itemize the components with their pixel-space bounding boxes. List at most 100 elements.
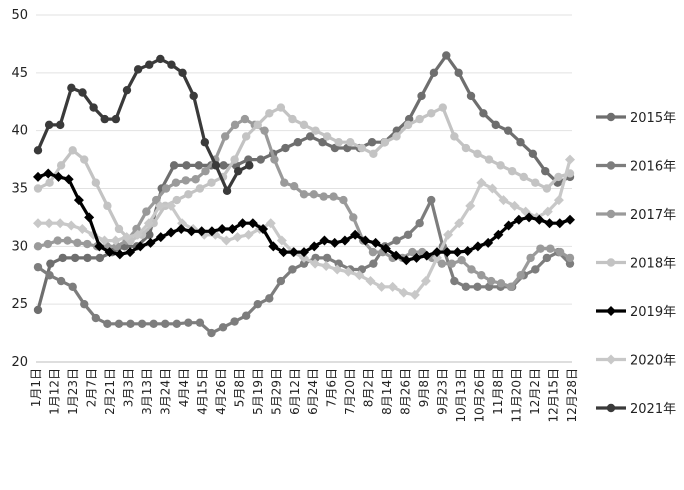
data-point	[420, 276, 431, 287]
data-point	[33, 262, 43, 272]
data-point	[339, 235, 350, 246]
data-point	[346, 138, 355, 147]
x-tick-label: 10月13日	[454, 368, 468, 423]
data-point	[121, 232, 132, 243]
data-point	[506, 282, 516, 292]
data-point	[56, 120, 65, 130]
data-point	[68, 282, 77, 292]
data-point	[432, 252, 442, 263]
data-point	[343, 266, 354, 277]
data-point	[496, 161, 505, 170]
data-point	[554, 172, 563, 182]
data-point	[483, 237, 494, 248]
data-point	[565, 214, 575, 225]
data-point	[311, 126, 320, 135]
data-point	[145, 230, 154, 239]
data-point	[544, 218, 555, 229]
data-point	[133, 65, 143, 74]
data-point	[288, 247, 299, 258]
data-point	[443, 229, 454, 240]
data-point	[409, 289, 420, 300]
data-point	[195, 318, 205, 327]
data-point	[196, 226, 207, 237]
data-point	[230, 317, 239, 326]
data-point	[376, 281, 387, 292]
data-point	[368, 247, 378, 257]
data-point	[280, 178, 289, 187]
data-point	[91, 313, 101, 323]
data-point	[411, 252, 422, 263]
data-point	[240, 114, 250, 124]
data-point	[43, 168, 54, 179]
data-point	[145, 237, 156, 248]
x-axis-ticks: 1月1日 1月12日 1月23日 2月7日 2月21日 3月3日 3月13日 3月24日 4月4…	[29, 368, 579, 423]
data-point	[156, 54, 165, 64]
data-point	[309, 190, 319, 199]
data-point	[103, 319, 112, 329]
data-point	[447, 259, 456, 268]
data-point	[184, 318, 193, 327]
data-point	[195, 184, 205, 193]
data-point	[194, 161, 204, 170]
data-point	[186, 226, 197, 237]
legend-item: 2020年	[596, 354, 676, 369]
legend-label: 2018年	[630, 257, 676, 272]
data-point	[230, 155, 239, 164]
legend: 2015年 2016年 2017年 2018年 2019年 2020年 2021年	[596, 111, 676, 417]
data-point	[230, 120, 240, 130]
data-point	[369, 149, 378, 158]
data-point	[467, 265, 476, 274]
series-group	[33, 51, 575, 338]
data-point	[265, 109, 274, 118]
data-point	[217, 223, 228, 234]
data-point	[276, 276, 286, 286]
x-tick-label: 12月2日	[528, 368, 542, 415]
data-point	[503, 220, 514, 231]
data-point	[360, 235, 371, 246]
data-point	[142, 207, 151, 216]
legend-marker	[606, 112, 616, 122]
data-point	[401, 255, 412, 266]
data-point	[155, 232, 166, 243]
data-point	[437, 259, 447, 268]
data-point	[415, 114, 424, 124]
data-point	[477, 271, 486, 280]
data-point	[442, 247, 453, 258]
data-point	[66, 220, 77, 231]
data-point	[53, 236, 62, 245]
data-point	[438, 103, 447, 112]
data-point	[454, 218, 465, 229]
x-tick-label: 1月23日	[66, 368, 80, 415]
data-point	[43, 239, 53, 249]
x-tick-label: 12月15日	[547, 368, 561, 423]
data-point	[546, 244, 555, 253]
data-point	[276, 235, 287, 246]
data-point	[332, 264, 343, 275]
data-point	[63, 174, 74, 185]
data-point	[169, 161, 179, 170]
data-point	[45, 271, 54, 280]
data-point	[80, 155, 89, 164]
data-point	[526, 253, 535, 263]
data-point	[403, 120, 413, 130]
data-point	[122, 85, 132, 95]
data-point	[454, 68, 463, 78]
data-point	[99, 235, 110, 246]
series-2019年	[33, 168, 575, 266]
data-point	[83, 239, 92, 249]
x-tick-label: 9月8日	[417, 368, 431, 407]
data-point	[417, 91, 426, 101]
data-point	[299, 252, 309, 263]
data-point	[288, 114, 297, 124]
legend-label: 2015年	[630, 111, 676, 126]
data-point	[33, 305, 43, 315]
data-point	[473, 149, 482, 158]
data-point	[137, 319, 147, 329]
data-point	[334, 138, 343, 147]
x-tick-label: 2月21日	[103, 368, 117, 415]
data-point	[329, 192, 338, 201]
data-point	[243, 229, 254, 240]
data-point	[509, 200, 520, 211]
y-tick-label: 25	[11, 297, 28, 312]
data-point	[531, 265, 540, 274]
